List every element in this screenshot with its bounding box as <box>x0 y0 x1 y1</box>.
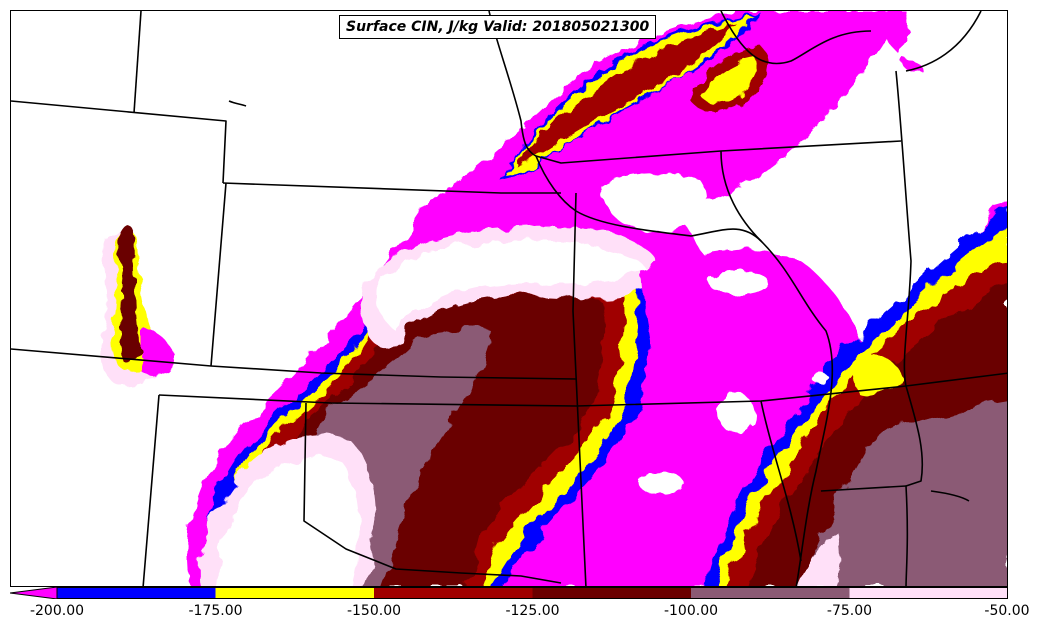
colorbar-tick-label: -175.00 <box>188 603 243 619</box>
colorbar-under-extension <box>10 587 58 599</box>
colorbar-border <box>56 587 1008 599</box>
colorbar-tick-label: -100.00 <box>663 603 719 619</box>
map-title: Surface CIN, J/kg Valid: 201805021300 <box>339 15 657 39</box>
state-boundaries <box>11 11 1007 586</box>
colorbar-segment <box>532 587 691 599</box>
colorbar-segment <box>691 587 850 599</box>
colorbar-segment <box>57 587 216 599</box>
colorbar-tick-label: -150.00 <box>346 603 402 619</box>
colorbar <box>10 587 1008 599</box>
colorbar-tick-label: -75.00 <box>826 603 873 619</box>
colorbar-segment <box>849 587 1008 599</box>
scattered-cells <box>639 271 829 495</box>
map-panel <box>10 10 1008 587</box>
cin-contour-map <box>11 11 1007 586</box>
colorbar-segment <box>374 587 533 599</box>
northern-cin-band <box>421 11 922 232</box>
colorbar-tick-label: -50.00 <box>984 603 1030 619</box>
colorbar-segment <box>215 587 374 599</box>
colorbar-tick-label: -200.00 <box>29 603 85 619</box>
colorbar-tick-label: -125.00 <box>505 603 560 619</box>
western-cin-streak <box>101 225 176 386</box>
